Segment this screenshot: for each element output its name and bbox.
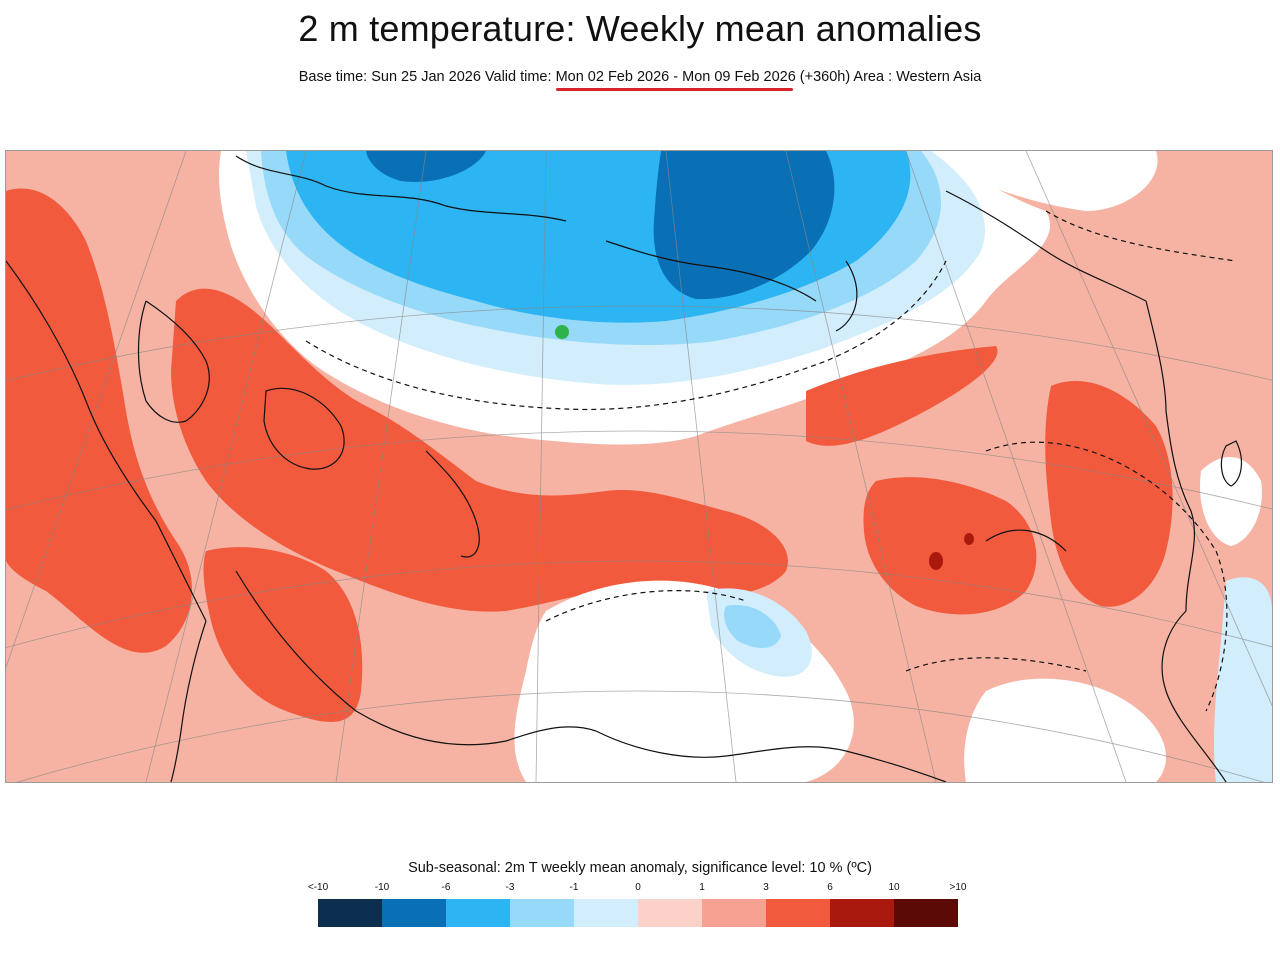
coastlines: [6, 155, 1243, 782]
strong-warm-east: [1045, 380, 1173, 607]
legend-swatch: [766, 899, 830, 927]
neutral-zone-far-east: [1200, 457, 1262, 546]
cool-patch-south: [724, 605, 781, 648]
legend-tick: 0: [635, 882, 641, 893]
very-warm-spot-1: [929, 552, 943, 570]
map-title: 2 m temperature: Weekly mean anomalies: [298, 8, 982, 49]
slight-cool-east-edge: [1213, 577, 1272, 782]
strong-warm-west: [6, 188, 193, 653]
legend-ticks: <-10 -10 -6 -3 -1 0 1 3 6 10 >10: [308, 882, 967, 896]
strong-warm-central-asia: [806, 346, 998, 446]
legend-swatch: [382, 899, 446, 927]
legend-swatch: [702, 899, 766, 927]
lead-and-area-text: (+360h) Area : Western Asia: [795, 69, 982, 85]
neutral-zone-southeast: [964, 678, 1166, 782]
legend-tick: -3: [505, 882, 515, 893]
anomaly-map-svg: [6, 151, 1272, 782]
map-subtitle: Base time: Sun 25 Jan 2026 Valid time: M…: [0, 69, 1280, 85]
very-cold-core: [653, 151, 835, 300]
legend-tick: 3: [763, 882, 769, 893]
strong-warm-caucasus: [171, 288, 788, 612]
strong-warm-mongolia: [863, 477, 1037, 615]
anomaly-map: [5, 150, 1273, 783]
legend-tick: 10: [888, 882, 900, 893]
significance-contours: [305, 210, 1237, 712]
legend-swatch: [446, 899, 510, 927]
base-time-text: Base time: Sun 25 Jan 2026 Valid time:: [298, 69, 556, 85]
very-warm-spot-2: [964, 533, 974, 545]
very-cold-patch-west: [366, 151, 486, 182]
legend-tick: -1: [569, 882, 579, 893]
neutral-zone-northeast: [936, 151, 1158, 211]
location-marker-icon: [555, 325, 569, 339]
legend-swatch: [638, 899, 702, 927]
valid-time-underline: [556, 88, 793, 91]
legend-swatch: [510, 899, 574, 927]
legend-tick: -6: [441, 882, 451, 893]
legend-swatch: [894, 899, 958, 927]
legend-tick: <-10: [307, 882, 329, 893]
legend-title: Sub-seasonal: 2m T weekly mean anomaly, …: [408, 860, 872, 876]
legend-swatch: [318, 899, 382, 927]
legend-swatch: [574, 899, 638, 927]
strong-warm-arabia: [203, 547, 363, 723]
legend-tick: -10: [374, 882, 390, 893]
legend-colorbar: [318, 899, 958, 927]
graticule: [6, 151, 1272, 782]
legend-tick: 6: [827, 882, 833, 893]
valid-time-range: Mon 02 Feb 2026 - Mon 09 Feb 2026: [555, 69, 796, 85]
legend-swatch: [830, 899, 894, 927]
legend-tick: 1: [699, 882, 705, 893]
legend-tick: >10: [949, 882, 967, 893]
